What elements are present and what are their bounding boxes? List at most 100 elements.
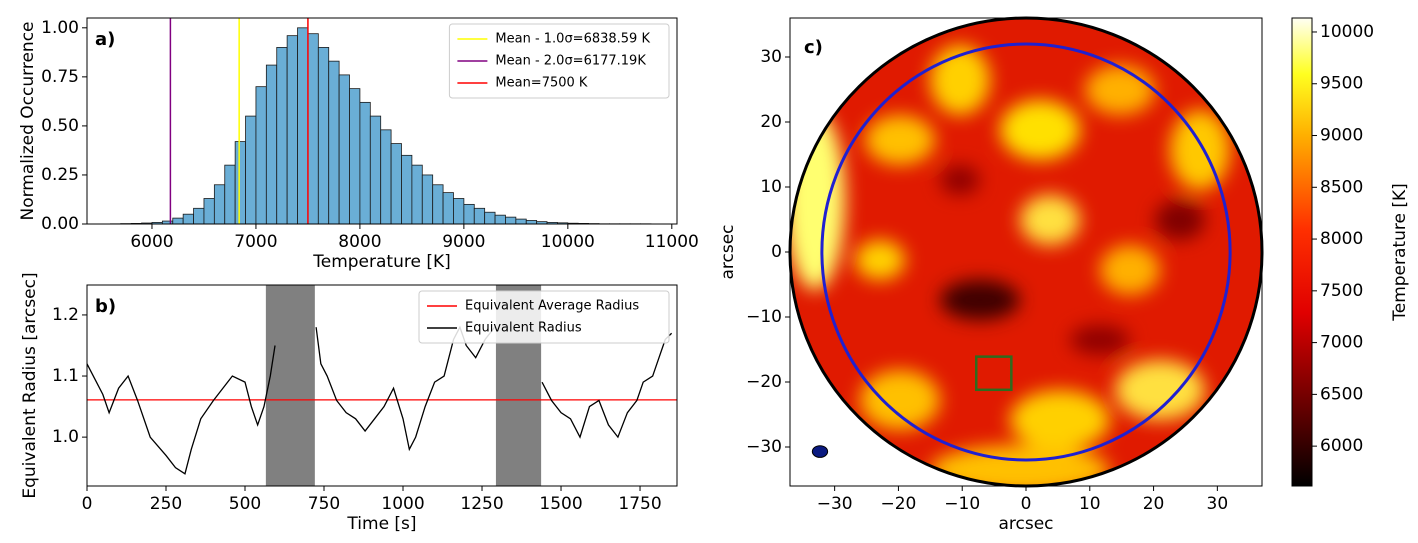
y-tick-label: 0.50 bbox=[41, 116, 79, 136]
bar bbox=[235, 142, 245, 224]
bar bbox=[505, 217, 515, 224]
panel-label: c) bbox=[804, 37, 823, 58]
beam bbox=[812, 446, 827, 458]
x-tick-label: 20 bbox=[1143, 494, 1165, 514]
y-tick-label: 1.00 bbox=[41, 18, 79, 38]
bar bbox=[266, 65, 276, 224]
legend-label: Mean - 1.0σ=6838.59 K bbox=[495, 32, 650, 47]
legend-label: Equivalent Average Radius bbox=[465, 299, 639, 314]
colorbar-tick-label: 6000 bbox=[1320, 436, 1363, 456]
bar bbox=[225, 165, 235, 224]
bar bbox=[412, 165, 422, 224]
bar bbox=[474, 208, 484, 224]
y-tick-label: 1.2 bbox=[52, 305, 79, 325]
bar bbox=[516, 219, 526, 224]
x-tick-label: −10 bbox=[944, 494, 980, 514]
y-tick-label: −20 bbox=[746, 372, 782, 392]
x-tick-label: 1750 bbox=[618, 494, 661, 514]
x-axis-label: arcsec bbox=[998, 514, 1053, 534]
y-tick-label: 20 bbox=[760, 112, 782, 132]
bar bbox=[287, 36, 297, 224]
bar bbox=[298, 28, 308, 224]
colorbar bbox=[1292, 18, 1312, 486]
bar bbox=[526, 220, 536, 224]
x-tick-label: 6000 bbox=[130, 232, 173, 252]
bar bbox=[308, 34, 318, 224]
colorbar-tick-label: 9500 bbox=[1320, 74, 1363, 94]
bar bbox=[173, 218, 183, 224]
bar bbox=[370, 116, 380, 224]
bar bbox=[401, 155, 411, 224]
x-tick-label: 0 bbox=[82, 494, 93, 514]
x-axis-label: Time [s] bbox=[346, 514, 416, 534]
colorbar-tick-label: 9000 bbox=[1320, 126, 1363, 146]
y-axis-label: arcsec bbox=[718, 224, 738, 279]
bar bbox=[360, 102, 370, 224]
bar bbox=[246, 116, 256, 224]
colorbar-tick-label: 10000 bbox=[1320, 22, 1374, 42]
x-tick-label: 750 bbox=[308, 494, 340, 514]
x-tick-label: 1500 bbox=[539, 494, 582, 514]
bar bbox=[381, 130, 391, 224]
panel-label: a) bbox=[95, 29, 115, 50]
bar bbox=[214, 185, 224, 224]
bar bbox=[350, 89, 360, 224]
x-tick-label: 7000 bbox=[234, 232, 277, 252]
legend-label: Mean=7500 K bbox=[495, 76, 588, 91]
bar bbox=[453, 198, 463, 224]
panel-label: b) bbox=[95, 296, 116, 317]
y-tick-label: 0 bbox=[771, 242, 782, 262]
colorbar-tick-label: 7000 bbox=[1320, 333, 1363, 353]
x-tick-label: 8000 bbox=[338, 232, 381, 252]
colorbar-tick-label: 8000 bbox=[1320, 229, 1363, 249]
bar bbox=[329, 61, 339, 224]
bar bbox=[204, 198, 214, 224]
y-tick-label: 10 bbox=[760, 177, 782, 197]
x-tick-label: 250 bbox=[150, 494, 182, 514]
bar bbox=[277, 47, 287, 224]
x-tick-label: 1000 bbox=[381, 494, 424, 514]
bar bbox=[256, 87, 266, 224]
x-tick-label: 30 bbox=[1207, 494, 1229, 514]
bar bbox=[194, 208, 204, 224]
bar bbox=[485, 212, 495, 224]
y-tick-label: 30 bbox=[760, 47, 782, 67]
y-tick-label: 0.25 bbox=[41, 165, 79, 185]
y-axis-label: Normalized Occurrence bbox=[18, 21, 38, 220]
shaded-span bbox=[266, 285, 315, 486]
y-tick-label: −10 bbox=[746, 307, 782, 327]
bar bbox=[183, 214, 193, 224]
x-tick-label: 9000 bbox=[442, 232, 485, 252]
x-tick-label: 11000 bbox=[645, 232, 699, 252]
x-axis-label: Temperature [K] bbox=[312, 252, 451, 272]
bar bbox=[318, 47, 328, 224]
y-tick-label: 1.1 bbox=[52, 366, 79, 386]
bar bbox=[495, 215, 505, 224]
x-tick-label: −20 bbox=[880, 494, 916, 514]
x-tick-label: −30 bbox=[817, 494, 853, 514]
colorbar-label: Temperature [K] bbox=[1390, 183, 1410, 322]
y-axis-label: Equivalent Radius [arcsec] bbox=[20, 272, 40, 498]
legend-label: Equivalent Radius bbox=[465, 321, 582, 336]
x-tick-label: 500 bbox=[229, 494, 261, 514]
x-tick-label: 10 bbox=[1079, 494, 1101, 514]
temperature-map bbox=[780, 10, 1280, 500]
y-tick-label: 1.0 bbox=[52, 427, 79, 447]
colorbar-tick-label: 6500 bbox=[1320, 384, 1363, 404]
y-tick-label: 0.75 bbox=[41, 67, 79, 87]
bar bbox=[433, 185, 443, 224]
x-tick-label: 1250 bbox=[460, 494, 503, 514]
colorbar-tick-label: 7500 bbox=[1320, 281, 1363, 301]
colorbar-tick-label: 8500 bbox=[1320, 177, 1363, 197]
x-tick-label: 0 bbox=[1021, 494, 1032, 514]
y-tick-label: 0.00 bbox=[41, 214, 79, 234]
bar bbox=[464, 204, 474, 224]
bar bbox=[422, 175, 432, 224]
legend-label: Mean - 2.0σ=6177.19K bbox=[495, 54, 646, 69]
bar bbox=[339, 75, 349, 224]
x-tick-label: 10000 bbox=[541, 232, 595, 252]
bar bbox=[391, 144, 401, 224]
bar bbox=[443, 193, 453, 224]
y-tick-label: −30 bbox=[746, 437, 782, 457]
